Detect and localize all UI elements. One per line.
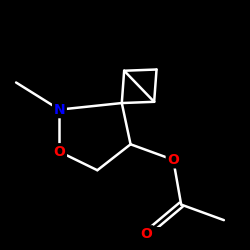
Text: O: O [54,145,66,159]
Text: O: O [167,153,179,167]
Text: N: N [54,102,65,117]
Text: O: O [140,227,152,241]
